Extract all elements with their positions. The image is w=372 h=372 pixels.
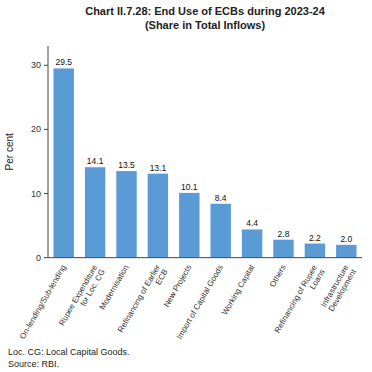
y-tick: [44, 193, 48, 194]
x-tick-label-line: Others: [268, 263, 288, 288]
x-tick-label-line: On-lending/Sub-lending: [18, 263, 68, 340]
bar: [116, 171, 136, 258]
bar: [242, 229, 262, 257]
y-tick: [44, 129, 48, 130]
y-tick: [44, 65, 48, 66]
data-label: 4.4: [246, 218, 258, 228]
bar: [273, 240, 293, 258]
y-tick-label: 10: [31, 189, 41, 199]
data-label: 13.5: [118, 160, 135, 170]
bar: [305, 244, 325, 258]
title: Chart II.7.28: End Use of ECBs during 20…: [85, 5, 326, 31]
y-tick-label: 20: [31, 124, 41, 134]
data-label: 10.1: [181, 182, 198, 192]
bars: [53, 68, 356, 257]
x-tick-label-line: ECB: [154, 268, 170, 287]
y-axis-line: [48, 46, 49, 258]
y-axis-label: Per cent: [4, 133, 15, 170]
bar: [336, 245, 356, 258]
x-tick-label: Refinancing of EarlierECB: [116, 263, 170, 338]
data-label: 8.4: [215, 193, 227, 203]
x-tick-label-line: Working Capital: [220, 263, 256, 316]
data-labels: 29.5 14.1 13.5 13.1 10.1 8.4 4.4 2.8 2.2 2.0: [55, 57, 352, 243]
bar: [53, 68, 73, 257]
y-tick-label: 30: [31, 60, 41, 70]
axes: 0 10 20 30: [31, 46, 362, 263]
y-tick: [44, 257, 48, 258]
x-tick-label-line: New Projects: [162, 263, 193, 308]
x-tick-label: New Projects: [162, 263, 193, 308]
x-tick-label-line: Refinancing of Earlier: [116, 263, 162, 334]
x-tick-label-line: Refinancing of Rupee: [273, 263, 320, 335]
x-tick-label: On-lending/Sub-lending: [18, 263, 68, 340]
chart: Chart II.7.28: End Use of ECBs during 20…: [0, 0, 372, 372]
footnote: Loc. CG: Local Capital Goods.: [8, 347, 130, 357]
x-tick-label: Rupee Expenditurefor Loc. CG: [57, 263, 107, 332]
x-tick-label: Import of Capital Goods: [175, 263, 225, 341]
data-label: 2.2: [309, 233, 321, 243]
title-line: (Share in Total Inflows): [145, 19, 266, 31]
bar: [148, 174, 168, 258]
x-tick-label: InfrastructureDevelopment: [319, 263, 358, 313]
x-axis-line: [48, 257, 362, 258]
data-label: 14.1: [87, 156, 104, 166]
x-tick-label: Working Capital: [220, 263, 256, 316]
x-tick-label-line: Modernisation: [98, 263, 131, 311]
x-tick-label: Others: [268, 263, 288, 288]
x-tick-label-line: Import of Capital Goods: [175, 263, 225, 341]
footnote: Source: RBI.: [8, 359, 59, 369]
title-line: Chart II.7.28: End Use of ECBs during 20…: [85, 5, 326, 17]
bar: [210, 204, 230, 258]
data-label: 2.8: [278, 229, 290, 239]
bar: [179, 193, 199, 258]
x-tick-labels: On-lending/Sub-lendingRupee Expendituref…: [18, 263, 358, 341]
data-label: 29.5: [55, 57, 72, 67]
x-tick-label: Refinancing of RupeeLoans: [273, 263, 327, 339]
x-tick-label: Modernisation: [98, 263, 131, 311]
y-tick-label: 0: [36, 253, 41, 263]
x-tick-label-line: Loans: [308, 268, 327, 291]
data-label: 2.0: [340, 234, 352, 244]
x-tick-label-line: Development: [327, 267, 359, 313]
data-label: 13.1: [150, 163, 167, 173]
bar: [85, 167, 105, 257]
